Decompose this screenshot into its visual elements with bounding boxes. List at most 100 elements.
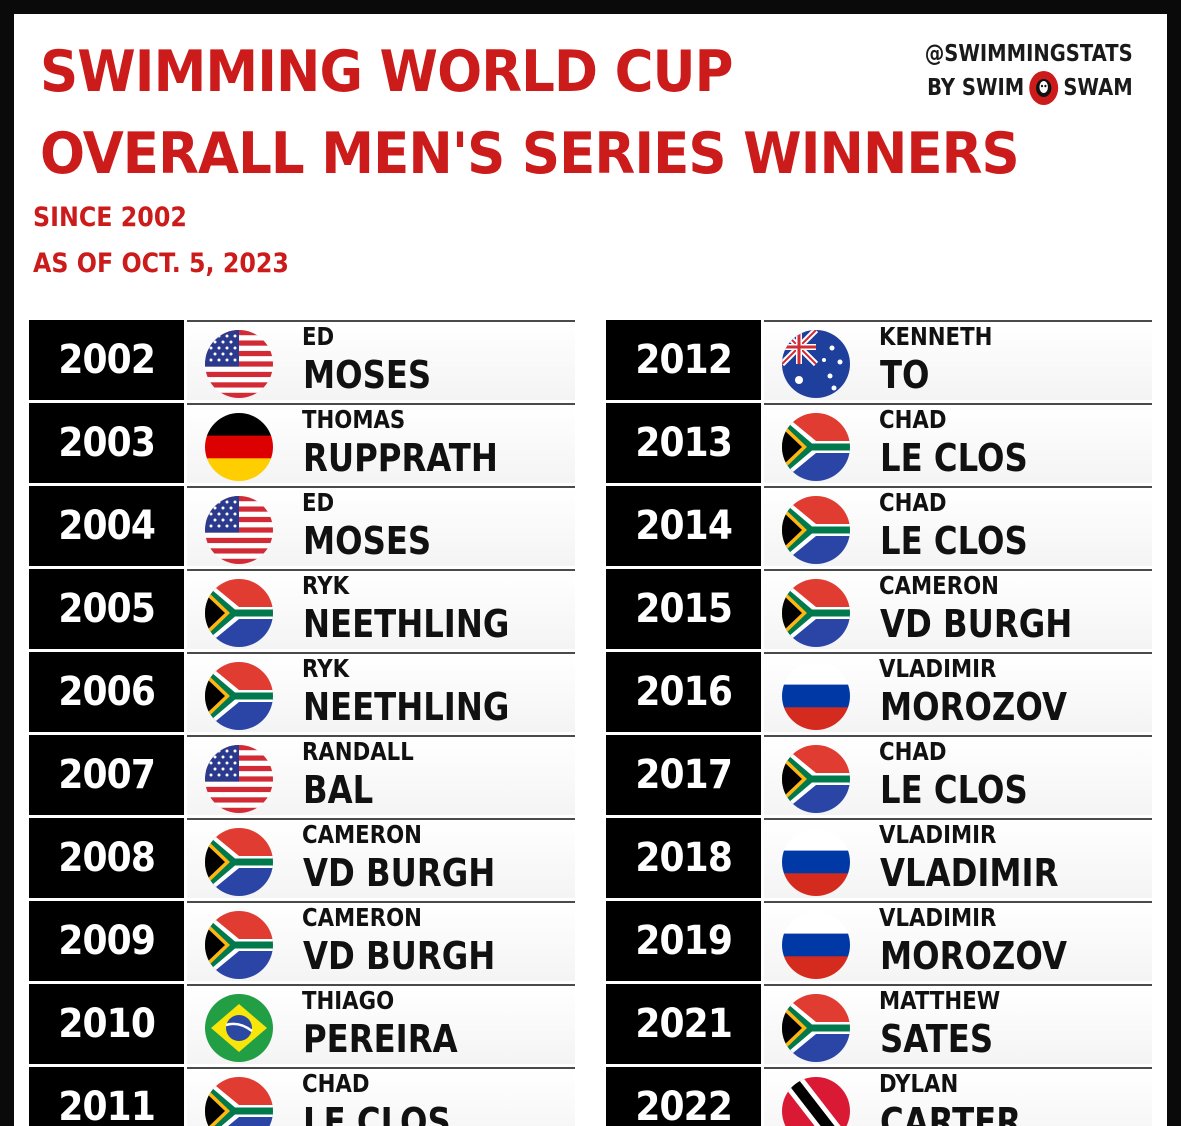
winner-cell: THIAGO PEREIRA [187, 984, 575, 1064]
year-label: 2015 [635, 586, 732, 632]
credit-by: BY SWIM [927, 74, 1025, 101]
year-label: 2022 [635, 1084, 732, 1126]
year-cell: 2008 [29, 818, 184, 898]
year-label: 2011 [58, 1084, 155, 1126]
winner-last-name: VD BURGH [303, 934, 496, 978]
title-line-1: SWIMMING WORLD CUP [40, 39, 734, 105]
year-label: 2019 [635, 918, 732, 964]
winner-row-2014: 2014 CHAD LE CLOS [606, 486, 1152, 566]
winner-last-name: MOSES [303, 353, 432, 397]
year-label: 2013 [635, 420, 732, 466]
winner-row-2021: 2021 MATTHEW SATES [606, 984, 1152, 1064]
title-line-2: OVERALL MEN'S SERIES WINNERS [40, 121, 1020, 187]
winner-row-2013: 2013 CHAD LE CLOS [606, 403, 1152, 483]
winner-cell: ED MOSES [187, 486, 575, 566]
south-africa-flag-icon [205, 911, 273, 979]
russia-flag-icon [782, 662, 850, 730]
usa-flag-icon [205, 330, 273, 398]
year-cell: 2012 [606, 320, 761, 400]
winner-cell: CHAD LE CLOS [187, 1067, 575, 1126]
winner-cell: CHAD LE CLOS [764, 403, 1152, 483]
south-africa-flag-icon [782, 413, 850, 481]
winner-cell: RYK NEETHLING [187, 652, 575, 732]
winners-list-right: 2012 KENNETH TO 2013 CHAD LE CLOS 2014 CHAD LE C… [606, 320, 1152, 1126]
winner-row-2017: 2017 CHAD LE CLOS [606, 735, 1152, 815]
year-label: 2004 [58, 503, 155, 549]
credit-handle: @SWIMMINGSTATS [925, 41, 1133, 67]
south-africa-flag-icon [782, 745, 850, 813]
winner-row-2016: 2016 VLADIMIR MOROZOV [606, 652, 1152, 732]
subtitle-since: SINCE 2002 [33, 202, 187, 233]
year-cell: 2016 [606, 652, 761, 732]
winner-last-name: MOSES [303, 519, 432, 563]
winner-first-name: DYLAN [879, 1069, 959, 1098]
winner-cell: ED MOSES [187, 320, 575, 400]
winner-first-name: VLADIMIR [879, 654, 997, 683]
winner-first-name: MATTHEW [879, 986, 1001, 1015]
year-cell: 2013 [606, 403, 761, 483]
winner-last-name: PEREIRA [303, 1017, 458, 1061]
winner-last-name: CARTER [880, 1100, 1022, 1126]
winner-first-name: CAMERON [879, 571, 999, 600]
germany-flag-icon [205, 413, 273, 481]
subtitle-as-of: AS OF OCT. 5, 2023 [33, 248, 289, 279]
winner-first-name: THOMAS [302, 405, 406, 434]
winner-cell: MATTHEW SATES [764, 984, 1152, 1064]
south-africa-flag-icon [205, 828, 273, 896]
usa-flag-icon [205, 496, 273, 564]
winner-first-name: CHAD [879, 405, 947, 434]
credit-brand-line: BY SWIM SWAM [925, 71, 1133, 106]
winner-first-name: RANDALL [302, 737, 414, 766]
winner-row-2006: 2006 RYK NEETHLING [29, 652, 575, 732]
year-cell: 2014 [606, 486, 761, 566]
winner-cell: THOMAS RUPPRATH [187, 403, 575, 483]
year-cell: 2010 [29, 984, 184, 1064]
usa-flag-icon [205, 745, 273, 813]
winner-cell: CAMERON VD BURGH [187, 818, 575, 898]
winner-cell: CAMERON VD BURGH [187, 901, 575, 981]
year-label: 2009 [58, 918, 155, 964]
year-label: 2002 [58, 337, 155, 383]
year-cell: 2017 [606, 735, 761, 815]
russia-flag-icon [782, 828, 850, 896]
year-label: 2008 [58, 835, 155, 881]
winner-row-2003: 2003 THOMAS RUPPRATH [29, 403, 575, 483]
year-cell: 2021 [606, 984, 761, 1064]
winner-first-name: CHAD [302, 1069, 370, 1098]
winner-cell: CAMERON VD BURGH [764, 569, 1152, 649]
south-africa-flag-icon [782, 579, 850, 647]
winner-last-name: MOROZOV [880, 685, 1067, 729]
year-cell: 2005 [29, 569, 184, 649]
winner-first-name: RYK [302, 571, 350, 600]
winner-first-name: CHAD [879, 737, 947, 766]
year-label: 2017 [635, 752, 732, 798]
winner-cell: VLADIMIR VLADIMIR [764, 818, 1152, 898]
year-label: 2006 [58, 669, 155, 715]
winner-cell: DYLAN CARTER [764, 1067, 1152, 1126]
south-africa-flag-icon [205, 1077, 273, 1126]
winner-first-name: VLADIMIR [879, 820, 997, 849]
winner-row-2022: 2022 DYLAN CARTER [606, 1067, 1152, 1126]
winner-first-name: CAMERON [302, 903, 422, 932]
year-label: 2007 [58, 752, 155, 798]
winner-first-name: KENNETH [879, 322, 993, 351]
swimswam-logo-icon [1029, 71, 1059, 106]
winner-last-name: VD BURGH [880, 602, 1073, 646]
winner-last-name: NEETHLING [303, 685, 510, 729]
year-cell: 2009 [29, 901, 184, 981]
brazil-flag-icon [205, 994, 273, 1062]
year-label: 2021 [635, 1001, 732, 1047]
year-label: 2018 [635, 835, 732, 881]
winner-row-2015: 2015 CAMERON VD BURGH [606, 569, 1152, 649]
winner-last-name: BAL [303, 768, 374, 812]
winner-last-name: LE CLOS [880, 519, 1028, 563]
year-cell: 2004 [29, 486, 184, 566]
credit-block: @SWIMMINGSTATS BY SWIM SWAM [925, 38, 1133, 106]
winner-first-name: ED [302, 322, 335, 351]
year-label: 2014 [635, 503, 732, 549]
winner-cell: RANDALL BAL [187, 735, 575, 815]
winner-row-2004: 2004 ED MOSES [29, 486, 575, 566]
winner-last-name: MOROZOV [880, 934, 1067, 978]
year-cell: 2019 [606, 901, 761, 981]
winner-first-name: THIAGO [302, 986, 395, 1015]
